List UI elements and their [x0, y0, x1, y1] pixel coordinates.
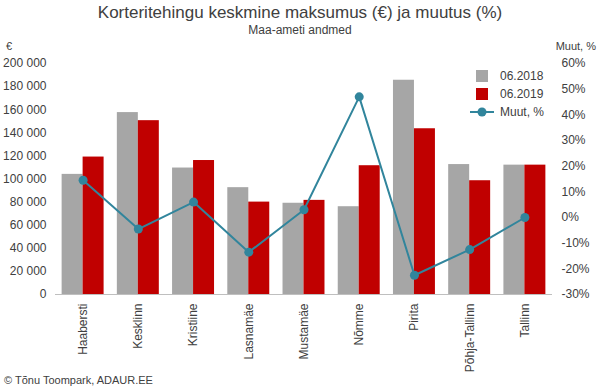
- svg-text:60%: 60%: [562, 56, 586, 70]
- svg-text:Haabersti: Haabersti: [76, 304, 90, 355]
- svg-text:160 000: 160 000: [3, 103, 47, 117]
- html-text:© Tõnu Toompark, ADAUR.EE: © Tõnu Toompark, ADAUR.EE: [4, 374, 153, 386]
- svg-text:Mustamäe: Mustamäe: [297, 303, 311, 359]
- svg-text:100 000: 100 000: [3, 172, 47, 186]
- html-text:06.2018: 06.2018: [500, 69, 544, 83]
- svg-text:140 000: 140 000: [3, 126, 47, 140]
- svg-text:30%: 30%: [562, 133, 586, 147]
- svg-text:40%: 40%: [562, 108, 586, 122]
- svg-text:-20%: -20%: [562, 262, 590, 276]
- html-text:06.2019: 06.2019: [500, 87, 544, 101]
- svg-text:Nõmme: Nõmme: [352, 303, 366, 345]
- svg-text:200 000: 200 000: [3, 56, 47, 70]
- svg-text:-30%: -30%: [562, 287, 590, 301]
- svg-text:60 000: 60 000: [10, 218, 47, 232]
- svg-text:50%: 50%: [562, 82, 586, 96]
- html-text:Korteritehingu keskmine maksum: Korteritehingu keskmine maksumus (€) ja …: [97, 3, 503, 22]
- svg-text:-10%: -10%: [562, 236, 590, 250]
- svg-text:0: 0: [40, 287, 47, 301]
- svg-text:Pirita: Pirita: [407, 303, 421, 331]
- svg-text:Põhja-Tallinn: Põhja-Tallinn: [463, 304, 477, 373]
- svg-text:10%: 10%: [562, 185, 586, 199]
- html-text:Maa-ameti andmed: Maa-ameti andmed: [248, 23, 352, 37]
- svg-text:40 000: 40 000: [10, 241, 47, 255]
- svg-text:Lasnamäe: Lasnamäe: [242, 303, 256, 359]
- svg-text:Tallinn: Tallinn: [518, 304, 532, 338]
- svg-text:20%: 20%: [562, 159, 586, 173]
- svg-text:180 000: 180 000: [3, 79, 47, 93]
- svg-text:120 000: 120 000: [3, 149, 47, 163]
- html-text:Muut, %: Muut, %: [500, 105, 544, 119]
- html-text:Muut, %: Muut, %: [555, 40, 596, 52]
- svg-text:80 000: 80 000: [10, 195, 47, 209]
- svg-text:20 000: 20 000: [10, 264, 47, 278]
- svg-text:Kristiine: Kristiine: [186, 303, 200, 346]
- svg-text:0%: 0%: [562, 210, 580, 224]
- svg-text:Kesklinn: Kesklinn: [131, 304, 145, 349]
